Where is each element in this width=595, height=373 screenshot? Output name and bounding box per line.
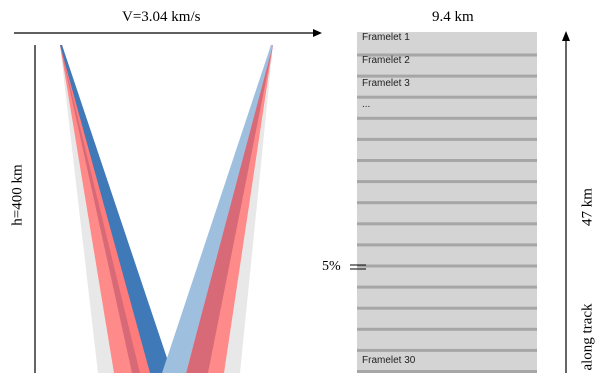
altitude-label: h=400 km bbox=[9, 164, 26, 226]
framelet-separator bbox=[357, 306, 537, 310]
framelet-label: Framelet 3 bbox=[362, 78, 410, 89]
frame-length-label: 47 km bbox=[579, 188, 595, 226]
framelet-label: Framelet 1 bbox=[362, 32, 410, 43]
framelet-separator bbox=[357, 243, 537, 247]
swath-width-label: 9.4 km bbox=[432, 9, 474, 25]
framelet-separator bbox=[357, 348, 537, 352]
framelet-separator bbox=[357, 95, 537, 99]
framelet-separator bbox=[357, 264, 537, 268]
framelet-separator bbox=[357, 327, 537, 331]
framelet-separator bbox=[357, 159, 537, 162]
along-track-label: along track bbox=[579, 303, 595, 371]
along-track-arrowhead-icon bbox=[562, 31, 570, 41]
framelet-separator bbox=[357, 53, 537, 57]
framelet-separator bbox=[357, 201, 537, 205]
framelet-label: Framelet 2 bbox=[362, 55, 410, 66]
framelet-separator bbox=[357, 180, 537, 184]
framelet-label: Framelet 30 bbox=[362, 355, 416, 366]
overlap-label: 5% bbox=[322, 259, 341, 274]
framelet-separator bbox=[357, 285, 537, 289]
forward-beam-blue bbox=[60, 45, 172, 373]
framelet-separator bbox=[357, 137, 537, 141]
forward-beam-fan bbox=[60, 45, 172, 373]
framelet-separator bbox=[357, 74, 537, 78]
framelet-separators bbox=[357, 53, 537, 373]
framelet-separator bbox=[357, 222, 537, 226]
framelet-separator bbox=[357, 116, 537, 120]
framelet-label: ... bbox=[362, 99, 371, 110]
framelet-separator bbox=[357, 370, 537, 373]
backward-beam-fan bbox=[162, 45, 273, 373]
velocity-label: V=3.04 km/s bbox=[122, 9, 201, 25]
backward-beam-light-blue bbox=[162, 45, 273, 373]
velocity-arrowhead-icon bbox=[313, 29, 322, 37]
